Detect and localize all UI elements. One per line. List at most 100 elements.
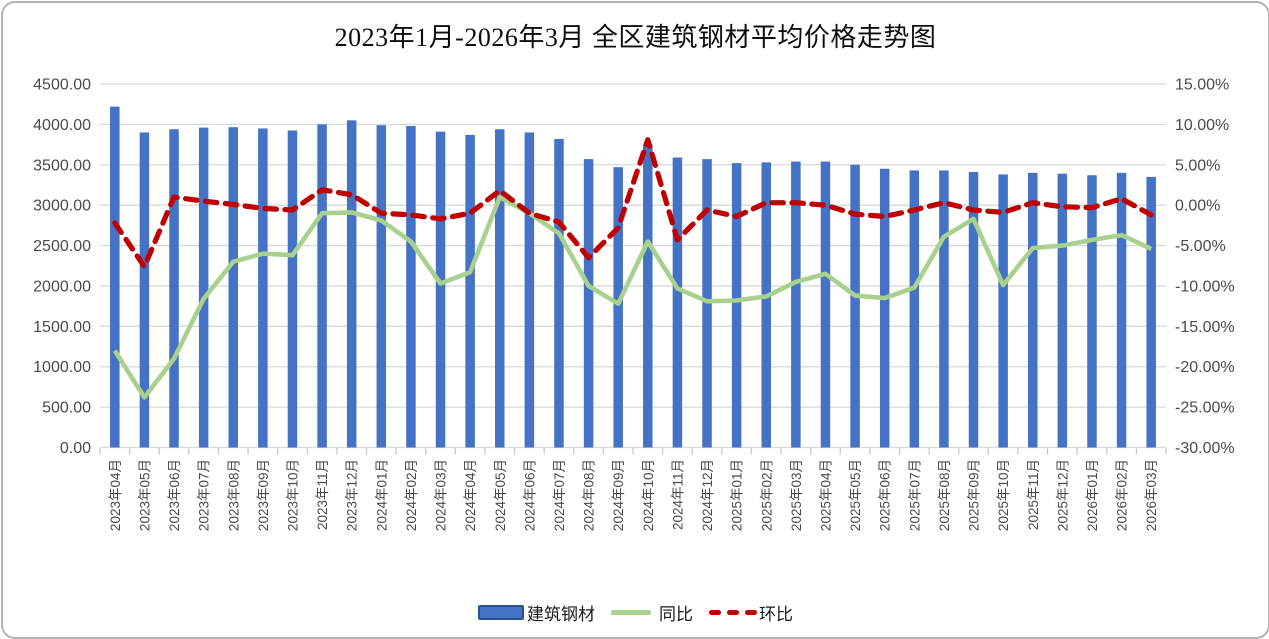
- price-bar: [761, 162, 771, 448]
- x-axis-tick-label: 2024年03月: [434, 459, 449, 531]
- combo-chart-svg: 4500.00 15.00% 4000.00 10.00% 3500.00 5.00% 30…: [33, 77, 1234, 532]
- price-bar: [406, 126, 416, 448]
- x-axis-tick-label: 2024年02月: [404, 459, 419, 531]
- x-axis-tick-label: 2024年07月: [552, 459, 567, 531]
- right-axis-tick-label: 15.00%: [1175, 77, 1229, 94]
- axis-labels: 4500.00 15.00% 4000.00 10.00% 3500.00 5.00% 30…: [33, 77, 1234, 458]
- x-axis-tick-label: 2024年04月: [463, 459, 478, 531]
- right-axis-tick-label: -5.00%: [1175, 238, 1226, 255]
- x-axis-tick-label: 2024年10月: [641, 459, 656, 531]
- left-axis-tick-label: 2000.00: [33, 278, 91, 295]
- left-axis-tick-label: 500.00: [42, 400, 91, 417]
- x-axis-tick-label: 2025年10月: [996, 459, 1011, 531]
- x-axis-tick-label: 2023年06月: [167, 459, 182, 531]
- right-axis-tick-label: -15.00%: [1175, 319, 1235, 336]
- left-axis-tick-label: 3000.00: [33, 198, 91, 215]
- price-bar: [554, 138, 564, 448]
- price-bar: [435, 131, 446, 448]
- x-axis-tick-label: 2025年07月: [907, 459, 922, 531]
- left-axis-tick-label: 1500.00: [33, 319, 91, 336]
- x-axis-tick-label: 2025年08月: [937, 459, 952, 531]
- legend-item-steel: 建筑钢材: [478, 600, 595, 625]
- left-axis-tick-label: 1000.00: [33, 359, 91, 376]
- price-bar: [998, 174, 1008, 448]
- x-axis-tick-label: 2023年09月: [256, 459, 271, 531]
- right-axis-tick-label: -10.00%: [1175, 278, 1235, 295]
- left-axis-tick-label: 4500.00: [33, 77, 91, 94]
- price-bar: [672, 157, 683, 448]
- price-bar: [1116, 172, 1127, 448]
- price-bar: [583, 159, 594, 448]
- right-axis-tick-label: 0.00%: [1175, 198, 1220, 215]
- left-axis-tick-label: 3500.00: [33, 157, 91, 174]
- price-bar: [228, 127, 238, 448]
- price-bar: [939, 170, 949, 448]
- x-axis-tick-label: 2026年03月: [1144, 459, 1159, 531]
- x-axis-tick-label: 2025年11月: [1026, 459, 1041, 530]
- legend-item-mom: 环比: [693, 600, 793, 625]
- x-axis-ticks: [99, 447, 1167, 455]
- chart-legend: 建筑钢材 同比 环比: [3, 600, 1268, 625]
- left-axis-tick-label: 4000.00: [33, 117, 91, 134]
- price-bar: [198, 127, 209, 448]
- x-axis-tick-label: 2024年01月: [374, 459, 389, 531]
- right-axis-tick-label: -30.00%: [1175, 440, 1235, 457]
- x-axis-tick-label: 2024年05月: [493, 459, 508, 531]
- x-axis-tick-label: 2023年11月: [315, 459, 330, 530]
- left-axis-tick-label: 0.00: [60, 440, 91, 457]
- x-axis-tick-label: 2023年10月: [286, 459, 301, 531]
- x-axis-tick-label: 2023年04月: [108, 459, 123, 531]
- right-axis-tick-label: 10.00%: [1175, 117, 1229, 134]
- price-bar: [524, 132, 535, 448]
- price-bar: [258, 128, 268, 448]
- x-axis-tick-label: 2023年07月: [197, 459, 212, 531]
- x-axis-tick-label: 2026年02月: [1115, 459, 1130, 531]
- price-bar: [1057, 173, 1068, 448]
- x-axis-tick-label: 2025年01月: [730, 459, 745, 531]
- chart-title: 2023年1月-2026年3月 全区建筑钢材平均价格走势图: [334, 23, 937, 52]
- price-bar: [465, 134, 475, 448]
- price-bar: [376, 125, 387, 448]
- x-axis-tick-label: 2026年01月: [1085, 459, 1100, 531]
- price-bar: [317, 124, 327, 448]
- bar-series-swatch-icon: [478, 605, 524, 620]
- price-bar: [968, 172, 979, 448]
- x-axis-tick-label: 2024年08月: [582, 459, 597, 531]
- legend-label-steel: 建筑钢材: [527, 605, 595, 624]
- price-bars: [110, 106, 1156, 448]
- x-axis-tick-label: 2025年02月: [759, 459, 774, 531]
- solid-line-swatch-icon: [611, 610, 651, 615]
- x-axis-tick-label: 2023年08月: [226, 459, 241, 531]
- yoy-line: [112, 194, 1153, 400]
- price-bar: [169, 129, 179, 448]
- price-bar: [495, 129, 505, 448]
- x-axis-tick-label: 2025年03月: [789, 459, 804, 531]
- price-bar: [1146, 176, 1156, 448]
- price-bar: [1028, 172, 1038, 448]
- mom-line: [112, 137, 1154, 270]
- price-bar: [850, 164, 860, 448]
- price-bar: [287, 130, 298, 448]
- x-axis-tick-label: 2025年04月: [819, 459, 834, 531]
- legend-item-yoy: 同比: [595, 600, 693, 625]
- legend-label-mom: 环比: [759, 605, 793, 624]
- x-axis-tick-label: 2024年06月: [522, 459, 537, 531]
- price-bar: [879, 168, 890, 448]
- x-axis-tick-label: 2023年05月: [137, 459, 152, 531]
- x-axis-tick-label: 2023年12月: [345, 459, 360, 531]
- price-bar: [643, 144, 653, 448]
- right-axis-tick-label: -25.00%: [1175, 400, 1235, 417]
- legend-label-yoy: 同比: [659, 605, 693, 624]
- x-axis-tick-label: 2024年11月: [670, 459, 685, 530]
- dashed-line-swatch-icon: [709, 610, 757, 615]
- price-bar: [110, 106, 120, 448]
- x-axis-tick-label: 2025年09月: [967, 459, 982, 531]
- price-trend-chart: 4500.00 15.00% 4000.00 10.00% 3500.00 5.00% 30…: [3, 3, 1268, 637]
- left-axis-tick-label: 2500.00: [33, 238, 91, 255]
- price-bar: [139, 132, 150, 448]
- right-axis-tick-label: -20.00%: [1175, 359, 1235, 376]
- price-bar: [909, 170, 920, 448]
- price-bar: [791, 161, 801, 448]
- x-axis-tick-label: 2025年06月: [878, 459, 893, 531]
